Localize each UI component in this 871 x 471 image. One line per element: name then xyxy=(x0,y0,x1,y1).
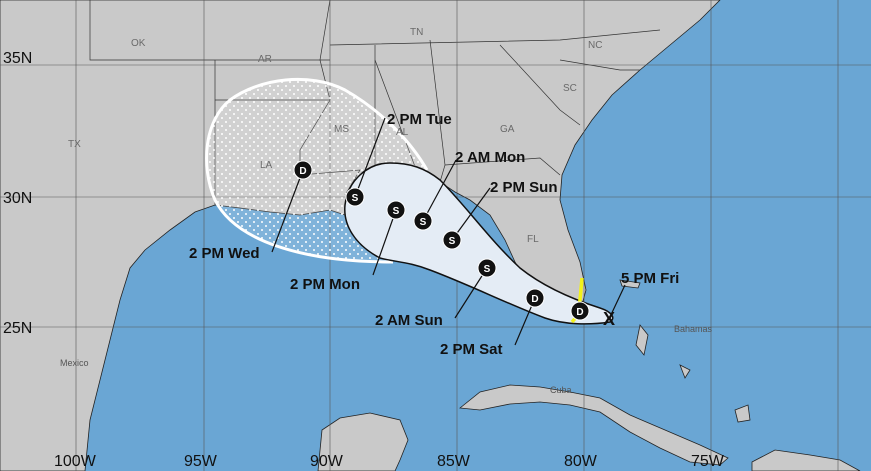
lat-label: 25N xyxy=(3,320,32,337)
state-label: LA xyxy=(260,160,273,171)
state-label: GA xyxy=(500,124,515,135)
state-label: OK xyxy=(131,38,146,49)
lon-label: 85W xyxy=(437,453,471,470)
svg-text:S: S xyxy=(484,264,491,275)
lon-label: 80W xyxy=(564,453,598,470)
svg-text:S: S xyxy=(449,236,456,247)
track-point[interactable]: S xyxy=(477,258,497,278)
lon-label: 75W xyxy=(691,453,725,470)
time-label: 2 PM Sun xyxy=(490,179,558,196)
track-point[interactable]: S xyxy=(442,230,462,250)
svg-text:S: S xyxy=(352,193,359,204)
time-label: 2 PM Mon xyxy=(290,276,360,293)
svg-text:D: D xyxy=(531,294,538,305)
land-bahamas xyxy=(619,279,751,423)
state-label: TN xyxy=(410,27,423,38)
land-cuba xyxy=(458,384,729,466)
place-label-mexico: Mexico xyxy=(60,358,89,368)
time-label: 2 PM Sat xyxy=(440,341,503,358)
place-label-bahamas: Bahamas xyxy=(674,324,713,334)
place-label-cuba: Cuba xyxy=(550,385,572,395)
time-label: 5 PM Fri xyxy=(621,270,679,287)
state-label: MS xyxy=(334,124,349,135)
state-label: SC xyxy=(563,83,577,94)
svg-text:X: X xyxy=(603,309,615,329)
track-point[interactable]: S xyxy=(413,211,433,231)
lat-label: 35N xyxy=(3,50,32,67)
state-label: TX xyxy=(68,139,81,150)
time-label: 2 AM Sun xyxy=(375,312,443,329)
land-yucatan xyxy=(317,412,409,471)
leader-lines xyxy=(271,117,626,346)
lon-label: 95W xyxy=(184,453,218,470)
lon-label: 90W xyxy=(310,453,344,470)
track-point[interactable]: D xyxy=(525,288,545,308)
forecast-cone-days-1-3 xyxy=(344,162,614,325)
track-point[interactable]: S xyxy=(345,187,365,207)
svg-text:D: D xyxy=(299,166,306,177)
svg-text:D: D xyxy=(576,307,583,318)
state-label: AL xyxy=(396,127,409,138)
svg-text:S: S xyxy=(420,217,427,228)
state-label: NC xyxy=(588,40,602,51)
cone-stipple xyxy=(206,79,427,262)
time-label: 2 PM Tue xyxy=(387,111,452,128)
lat-label: 30N xyxy=(3,190,32,207)
track-point[interactable]: D xyxy=(570,301,590,321)
svg-text:S: S xyxy=(393,206,400,217)
state-label: FL xyxy=(527,234,539,245)
lon-label: 100W xyxy=(54,453,97,470)
track-point-current[interactable]: X xyxy=(603,309,615,329)
state-label: AR xyxy=(258,54,272,65)
land-hispaniola xyxy=(751,449,861,471)
track-point[interactable]: S xyxy=(386,200,406,220)
track-point[interactable]: D xyxy=(293,160,313,180)
time-label: 2 AM Mon xyxy=(455,149,525,166)
time-label: 2 PM Wed xyxy=(189,245,260,262)
